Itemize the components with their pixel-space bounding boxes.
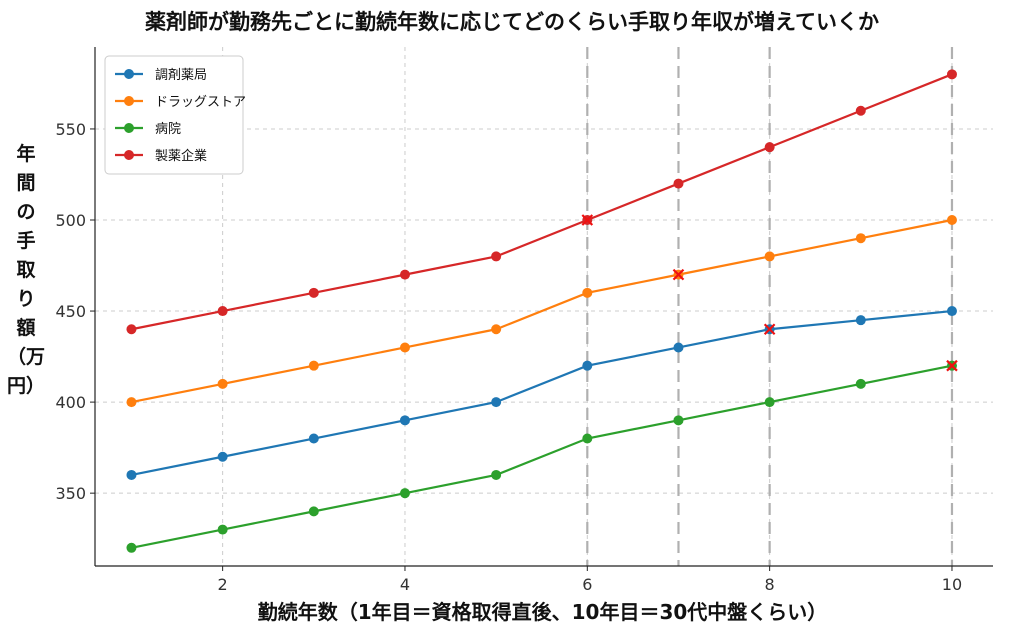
data-point [946,69,957,80]
legend-marker [124,150,134,160]
data-point [126,397,137,408]
data-point [582,287,593,298]
data-point [582,360,593,371]
series-line [131,218,953,404]
y-tick-label: 400 [55,393,86,412]
data-point [399,488,410,499]
y-tick-label: 350 [55,484,86,503]
x-axis-label: 勤続年数（1年目＝資格取得直後、10年目＝30代中盤くらい） [257,600,828,624]
data-point [673,342,684,353]
data-point [764,397,775,408]
data-point [126,542,137,553]
data-point [308,506,319,517]
cross-mark [581,214,594,226]
data-point [217,306,228,317]
legend-label: 調剤薬局 [155,67,207,83]
data-point [673,415,684,426]
data-point [946,306,957,317]
data-point [491,397,502,408]
data-point [126,324,137,335]
y-tick-label: 450 [55,302,86,321]
y-axis-label-char: 年 [16,143,36,165]
legend-label: 病院 [155,122,181,137]
legend-label: ドラッグストア [155,95,246,110]
y-axis-label-char: 間 [16,172,36,194]
legend-label: 製薬企業 [155,148,207,164]
y-axis-label: 年間の手取り額 （万円） [4,140,48,401]
data-point [399,269,410,280]
x-tick-label: 8 [765,575,775,594]
data-point [308,433,319,444]
data-point [217,378,228,389]
data-point [582,433,593,444]
legend-marker [124,96,134,106]
y-axis-label-char: 手 [16,230,36,252]
series-line [131,73,953,331]
series-line [131,309,953,477]
legend-marker [124,123,134,133]
data-point [946,215,957,225]
data-point [855,105,866,116]
data-point [217,524,228,535]
data-point [855,233,866,244]
y-axis-label-char: 取 [16,259,36,281]
y-tick-label: 500 [55,211,86,230]
chart-title: 薬剤師が勤務先ごとに勤続年数に応じてどのくらい手取り年収が増えていくか [145,10,879,34]
data-point [491,469,502,480]
x-tick-label: 10 [942,575,962,594]
data-point [764,251,775,262]
y-axis-label-char: の [16,201,36,223]
data-point [491,324,502,335]
data-point [673,178,684,189]
y-axis-label-char: り [16,288,36,310]
y-axis-label-unit: （万円） [6,346,45,397]
series-line [131,364,953,549]
data-point [399,342,410,353]
cross-mark [763,323,776,336]
data-point [855,315,866,326]
data-point [764,142,775,153]
data-point [126,469,137,480]
cross-mark [946,359,958,372]
data-point [308,360,319,371]
x-tick-label: 6 [582,575,592,594]
legend-marker [124,69,134,79]
y-axis-label-char: 額 [16,317,36,339]
cross-mark [672,268,685,281]
data-point [308,287,319,298]
data-point [855,378,866,389]
data-point [491,251,502,262]
data-point [217,451,228,462]
y-tick-label: 550 [55,120,86,139]
legend-box [104,55,244,175]
x-tick-label: 4 [400,575,410,594]
x-tick-label: 2 [218,575,228,594]
data-point [399,415,410,426]
